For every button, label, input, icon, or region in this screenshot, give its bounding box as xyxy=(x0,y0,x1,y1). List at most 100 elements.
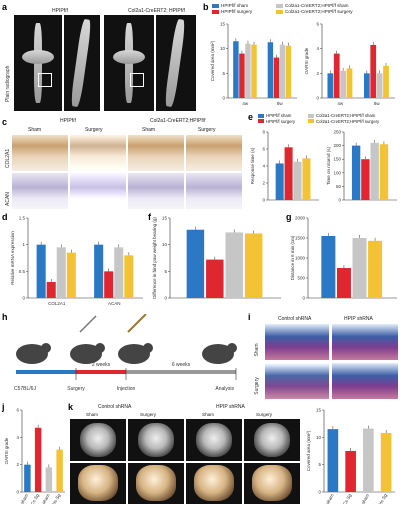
bar xyxy=(346,68,353,98)
ct-hpip-surgery-top xyxy=(244,419,300,461)
bar xyxy=(94,244,104,298)
legend-item: HPIPf/f sham xyxy=(258,113,308,119)
c-col-sham-2: Sham xyxy=(142,127,156,133)
zoom-box xyxy=(130,73,144,87)
y-axis-label: Time on rotarod (s) xyxy=(326,146,331,185)
chart-b-oarsi: OARSI grade 0 2 4 6 4w 8w xyxy=(304,22,395,106)
step-label: Surgery xyxy=(67,386,85,392)
y-tick-label: 6 xyxy=(262,147,265,152)
panel-letter-k: k xyxy=(68,402,74,412)
i-col2: HPIP shRNA xyxy=(344,316,373,322)
panel-letter-b: b xyxy=(203,2,209,12)
strain-label: C57BL/6J xyxy=(14,386,36,392)
y-axis-label: Response time (s) xyxy=(250,147,255,184)
y-tick-label: 10 xyxy=(316,435,322,440)
x-tick-label: 8w xyxy=(374,101,381,106)
y-tick-label: 8 xyxy=(262,130,265,135)
c-group2-label: Col2a1-CreERT2;HPIPf/f xyxy=(150,118,206,124)
legend-item: Col2a1-CreERT2;HPIPf/f sham xyxy=(308,113,400,119)
bar xyxy=(327,73,334,98)
histology-acan-control-sham xyxy=(12,173,68,209)
bar xyxy=(251,44,257,98)
x-tick-label: 4w xyxy=(242,101,249,106)
x-tick-label: Hs Sg xyxy=(378,493,389,504)
radiograph-cko-whole xyxy=(104,15,154,111)
y-tick-label: 15 xyxy=(162,216,168,221)
bar xyxy=(245,43,251,98)
i-row2: Surgery xyxy=(254,377,260,395)
x-tick-label: Hs sham xyxy=(357,493,370,504)
y-tick-label: 0 xyxy=(338,198,341,203)
y-tick-label: 6 xyxy=(316,22,319,27)
bar xyxy=(114,247,124,298)
x-tick-label: 4w xyxy=(337,101,344,106)
zoom-box xyxy=(38,73,52,87)
bar xyxy=(336,268,351,298)
bar xyxy=(273,57,280,98)
bar xyxy=(45,467,53,492)
timeline-segment xyxy=(126,370,236,374)
e-legend: HPIPf/f sham Col2a1-CreERT2;HPIPf/f sham… xyxy=(258,113,400,124)
legend-item: Col2a1-CreERT2;HPIPf/f sham xyxy=(276,3,386,9)
radiograph-control-zoom xyxy=(64,15,100,111)
chart-e-response-time: Response time (s) 0 2 4 6 8 xyxy=(250,130,319,203)
bar xyxy=(46,282,56,298)
y-tick-label: 4 xyxy=(262,164,265,169)
histology-acan-cko-surgery xyxy=(186,173,242,209)
timeline-segment xyxy=(76,370,126,374)
y-tick-label: 5 xyxy=(222,71,225,76)
bar xyxy=(124,255,134,298)
ct-control-surgery-bottom xyxy=(128,463,184,504)
mouse-icon xyxy=(41,343,51,353)
y-tick-label: 0 xyxy=(222,96,225,101)
histology-col2a1-control-surgery xyxy=(70,135,126,171)
y-tick-label: 50 xyxy=(336,184,342,189)
y-tick-label: 10 xyxy=(220,46,226,51)
bar xyxy=(370,44,377,98)
chart-e-rotarod: Time on rotarod (s) 0 50 100 150 200 250 xyxy=(326,130,397,203)
a-ylabel: Plain radiograph xyxy=(5,65,11,102)
histology-acan-control-surgery xyxy=(70,173,126,209)
c-col-surgery: Surgery xyxy=(85,127,103,133)
interval-label: 2 weeks xyxy=(92,362,111,368)
bar xyxy=(275,163,284,200)
y-tick-label: 2 xyxy=(262,181,265,186)
legend-item: HPIPf/f surgery xyxy=(212,9,276,15)
panel-letter-g: g xyxy=(286,212,292,222)
legend-item: Col2a1-CreERT2;HPIPf/f surgery xyxy=(308,119,400,125)
h-schematic: 2 weeks 6 weeks C57BL/6J Surgery Injecti… xyxy=(14,314,237,392)
chart-f-weight-bearing: Difference in hind paw weight bearing (g… xyxy=(152,216,281,301)
y-tick-label: 100 xyxy=(333,170,341,175)
bar xyxy=(361,159,370,200)
mouse-icon xyxy=(227,343,237,353)
ct-control-sham-top xyxy=(70,419,126,461)
x-tick-label: Hs sham xyxy=(38,493,51,504)
radiograph-control-whole xyxy=(14,15,62,111)
k-col2: HPIP shRNA xyxy=(216,404,245,410)
c-row2-label: ACAN xyxy=(5,192,11,206)
y-tick-label: 200 xyxy=(333,143,341,148)
histology-control-surgery xyxy=(265,363,329,399)
i-col1: Control shRNA xyxy=(278,316,312,322)
y-axis-label: OARSI grade xyxy=(4,437,9,464)
legend-item: Col2a1-CreERT2;HPIPf/f surgery xyxy=(276,9,386,15)
y-axis-label: Difference in hind paw weight bearing (g… xyxy=(152,217,157,299)
bar xyxy=(36,244,46,298)
c-row-labels: COL2A1 ACAN xyxy=(5,149,11,206)
bar xyxy=(293,161,302,200)
y-tick-label: 0 xyxy=(316,96,319,101)
bar xyxy=(24,464,31,492)
k-sub-4: Surgery xyxy=(256,412,273,417)
y-tick-label: 1 xyxy=(22,242,25,247)
y-tick-label: 0.5 xyxy=(19,269,26,274)
panel-letter-c: c xyxy=(2,117,8,127)
panel-letter-a: a xyxy=(2,2,8,12)
i-row1: Sham xyxy=(254,343,260,356)
a-group2-label: Col2a1-CreERT2; HPIPf/f xyxy=(128,8,185,14)
y-tick-label: 2000 xyxy=(295,216,306,221)
histology-col2a1-cko-sham xyxy=(128,135,184,171)
b-legend: HPIPf/f sham Col2a1-CreERT2;HPIPf/f sham… xyxy=(212,3,400,15)
y-tick-label: 4 xyxy=(316,46,319,51)
histology-acan-cko-sham xyxy=(128,173,184,209)
mouse-icon xyxy=(70,344,102,364)
